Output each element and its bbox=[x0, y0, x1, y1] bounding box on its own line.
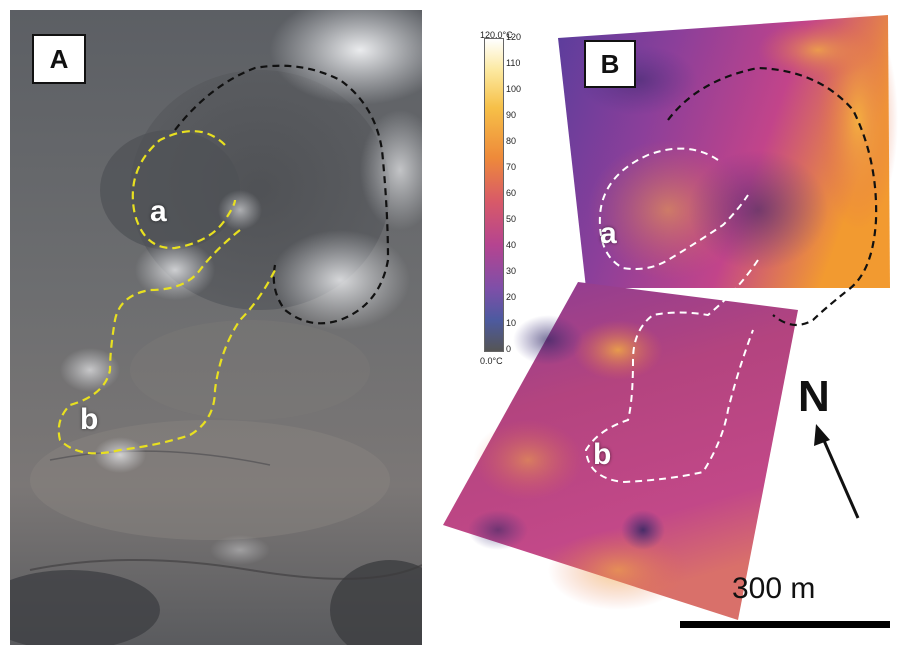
region-label-b-thermal: b bbox=[593, 438, 612, 471]
panel-b-thermal: B a b bbox=[438, 10, 904, 630]
region-label-a-photo: a bbox=[150, 195, 167, 228]
colorbar-tick: 30 bbox=[506, 266, 517, 276]
outline-outer-crater-b bbox=[667, 66, 878, 327]
colorbar-tick: 90 bbox=[506, 110, 517, 120]
colorbar-tick: 120 bbox=[506, 32, 522, 42]
colorbar-gradient bbox=[484, 38, 504, 352]
colorbar-tick: 10 bbox=[506, 318, 517, 328]
outline-region-b-thermal bbox=[584, 259, 759, 484]
outline-region-b-photo bbox=[57, 229, 276, 455]
outline-region-a-thermal bbox=[598, 147, 749, 270]
colorbar-tick: 40 bbox=[506, 240, 517, 250]
panel-a-photo: A a b bbox=[10, 10, 422, 645]
panel-label-a: A bbox=[32, 34, 86, 84]
colorbar-ticks: 120 110 100 90 80 70 60 50 40 30 20 10 0 bbox=[506, 32, 530, 354]
outline-outer-crater-a bbox=[174, 64, 390, 325]
thermal-image bbox=[443, 10, 898, 620]
colorbar-tick: 20 bbox=[506, 292, 517, 302]
colorbar-tick: 0 bbox=[506, 344, 512, 354]
region-label-a-thermal: a bbox=[600, 217, 617, 250]
panel-label-b: B bbox=[584, 40, 636, 88]
scale-bar bbox=[680, 621, 890, 628]
colorbar-tick: 80 bbox=[506, 136, 517, 146]
colorbar-tick: 70 bbox=[506, 162, 517, 172]
colorbar-max-label: 120.0°C bbox=[480, 30, 513, 40]
colorbar-tick: 50 bbox=[506, 214, 517, 224]
colorbar-tick: 100 bbox=[506, 84, 522, 94]
north-label: N bbox=[798, 372, 830, 421]
colorbar: 120.0°C 120 110 100 90 80 70 60 50 40 30… bbox=[472, 30, 532, 370]
colorbar-tick: 110 bbox=[506, 58, 521, 68]
outline-region-a-photo bbox=[131, 130, 237, 250]
colorbar-tick: 60 bbox=[506, 188, 517, 198]
scale-label: 300 m bbox=[732, 572, 816, 605]
region-label-b-photo: b bbox=[80, 403, 99, 436]
aerial-photo bbox=[10, 10, 422, 645]
colorbar-min-label: 0.0°C bbox=[480, 356, 503, 366]
